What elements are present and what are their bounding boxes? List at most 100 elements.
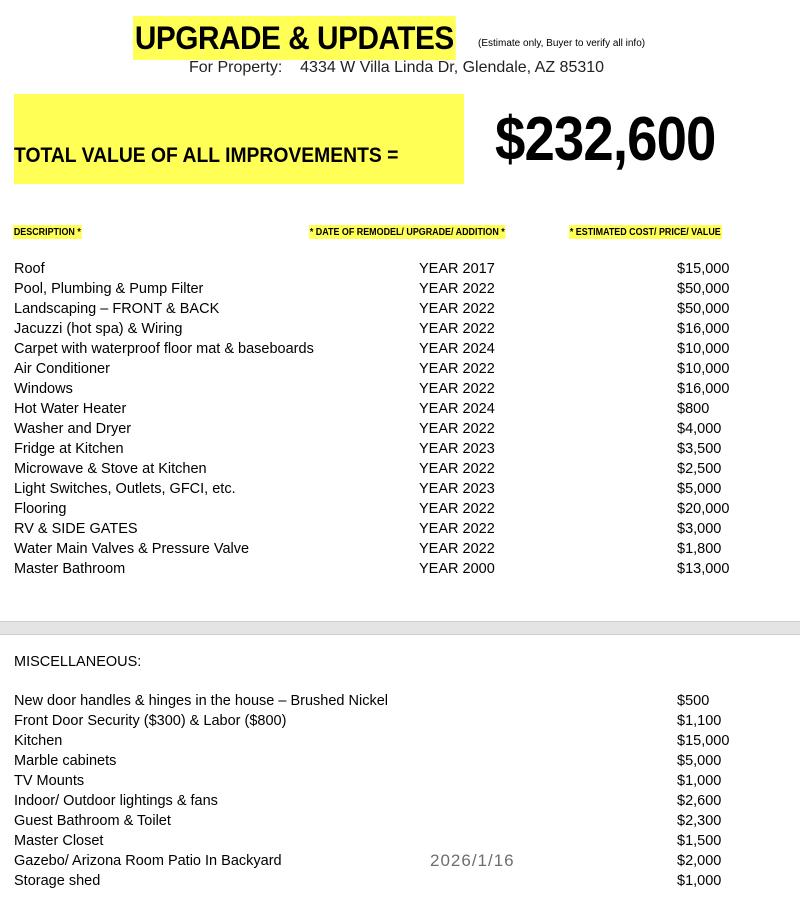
item-description: Hot Water Heater xyxy=(14,401,127,417)
total-highlight xyxy=(14,94,464,184)
total-label: TOTAL VALUE OF ALL IMPROVEMENTS = xyxy=(14,144,399,167)
item-description: Marble cabinets xyxy=(14,753,117,769)
item-date: YEAR 2022 xyxy=(419,521,495,537)
item-date: YEAR 2022 xyxy=(419,421,495,437)
table-row: Light Switches, Outlets, GFCI, etc. YEAR … xyxy=(0,481,800,501)
item-date: YEAR 2024 xyxy=(419,341,495,357)
date-watermark: 2026/1/16 xyxy=(430,851,515,870)
item-description: Light Switches, Outlets, GFCI, etc. xyxy=(14,481,236,497)
item-cost: $2,000 xyxy=(677,853,722,869)
property-address: For Property: 4334 W Villa Linda Dr, Gle… xyxy=(189,59,605,76)
item-cost: $4,000 xyxy=(677,421,722,437)
item-cost: $5,000 xyxy=(677,753,722,769)
item-date: YEAR 2022 xyxy=(419,281,495,297)
table-row: Roof YEAR 2017 $15,000 xyxy=(0,261,800,281)
item-cost: $13,000 xyxy=(677,561,730,577)
misc-row: Storage shed $1,000 xyxy=(0,873,800,893)
item-cost: $800 xyxy=(677,401,710,417)
item-description: Landscaping – FRONT & BACK xyxy=(14,301,220,317)
item-description: Air Conditioner xyxy=(14,361,110,377)
column-header-description: DESCRIPTION * xyxy=(13,225,82,239)
misc-row: Front Door Security ($300) & Labor ($800… xyxy=(0,713,800,733)
misc-row: Kitchen $15,000 xyxy=(0,733,800,753)
table-row: Fridge at Kitchen YEAR 2023 $3,500 xyxy=(0,441,800,461)
item-description: Guest Bathroom & Toilet xyxy=(14,813,171,829)
table-row: Carpet with waterproof floor mat & baseb… xyxy=(0,341,800,361)
item-description: Kitchen xyxy=(14,733,63,749)
item-cost: $1,100 xyxy=(677,713,722,729)
item-description: Water Main Valves & Pressure Valve xyxy=(14,541,250,557)
item-cost: $2,300 xyxy=(677,813,722,829)
table-row: RV & SIDE GATES YEAR 2022 $3,000 xyxy=(0,521,800,541)
item-description: RV & SIDE GATES xyxy=(14,521,138,537)
estimate-note: (Estimate only, Buyer to verify all info… xyxy=(478,38,646,49)
misc-row: Marble cabinets $5,000 xyxy=(0,753,800,773)
item-cost: $20,000 xyxy=(677,501,730,517)
item-cost: $1,000 xyxy=(677,873,722,889)
item-description: Jacuzzi (hot spa) & Wiring xyxy=(14,321,183,337)
item-cost: $10,000 xyxy=(677,341,730,357)
misc-row: Indoor/ Outdoor lightings & fans $2,600 xyxy=(0,793,800,813)
item-description: TV Mounts xyxy=(14,773,85,789)
item-date: YEAR 2022 xyxy=(419,301,495,317)
item-cost: $2,600 xyxy=(677,793,722,809)
table-row: Landscaping – FRONT & BACK YEAR 2022 $50,0… xyxy=(0,301,800,321)
misc-row: New door handles & hinges in the house –… xyxy=(0,693,800,713)
item-description: Pool, Plumbing & Pump Filter xyxy=(14,281,204,297)
item-date: YEAR 2022 xyxy=(419,381,495,397)
item-description: Carpet with waterproof floor mat & baseb… xyxy=(14,341,314,357)
table-row: Hot Water Heater YEAR 2024 $800 xyxy=(0,401,800,421)
item-cost: $5,000 xyxy=(677,481,722,497)
item-description: Flooring xyxy=(14,501,67,517)
misc-row: Master Closet $1,500 xyxy=(0,833,800,853)
column-header-cost: * ESTIMATED COST/ PRICE/ VALUE xyxy=(569,225,722,239)
item-description: Fridge at Kitchen xyxy=(14,441,124,457)
table-row: Master Bathroom YEAR 2000 $13,000 xyxy=(0,561,800,581)
item-date: YEAR 2022 xyxy=(419,461,495,477)
item-date: YEAR 2022 xyxy=(419,361,495,377)
table-row: Air Conditioner YEAR 2022 $10,000 xyxy=(0,361,800,381)
item-cost: $1,500 xyxy=(677,833,722,849)
item-cost: $10,000 xyxy=(677,361,730,377)
item-description: Windows xyxy=(14,381,73,397)
item-cost: $3,000 xyxy=(677,521,722,537)
item-cost: $1,000 xyxy=(677,773,722,789)
item-cost: $15,000 xyxy=(677,733,730,749)
item-description: Microwave & Stove at Kitchen xyxy=(14,461,207,477)
item-cost: $50,000 xyxy=(677,281,730,297)
table-row: Microwave & Stove at Kitchen YEAR 2022 $2,… xyxy=(0,461,800,481)
item-date: YEAR 2022 xyxy=(419,321,495,337)
misc-heading: MISCELLANEOUS: xyxy=(14,654,142,670)
item-description: Indoor/ Outdoor lightings & fans xyxy=(14,793,218,809)
total-value: $232,600 xyxy=(495,105,716,174)
item-cost: $500 xyxy=(677,693,710,709)
document-title: UPGRADE & UPDATES xyxy=(133,16,456,60)
item-description: Storage shed xyxy=(14,873,101,889)
table-row: Water Main Valves & Pressure Valve YEAR 2… xyxy=(0,541,800,561)
page-separator xyxy=(0,621,800,635)
item-cost: $16,000 xyxy=(677,381,730,397)
item-cost: $16,000 xyxy=(677,321,730,337)
table-row: Windows YEAR 2022 $16,000 xyxy=(0,381,800,401)
item-description: Washer and Dryer xyxy=(14,421,132,437)
misc-row: Gazebo/ Arizona Room Patio In Backyard $2… xyxy=(0,853,800,873)
item-description: Gazebo/ Arizona Room Patio In Backyard xyxy=(14,853,282,869)
item-description: Front Door Security ($300) & Labor ($800… xyxy=(14,713,287,729)
item-date: YEAR 2024 xyxy=(419,401,495,417)
item-date: YEAR 2022 xyxy=(419,501,495,517)
item-cost: $15,000 xyxy=(677,261,730,277)
item-date: YEAR 2017 xyxy=(419,261,495,277)
table-row: Pool, Plumbing & Pump Filter YEAR 2022 $50… xyxy=(0,281,800,301)
column-header-date: * DATE OF REMODEL/ UPGRADE/ ADDITION * xyxy=(309,225,506,239)
item-description: Master Closet xyxy=(14,833,104,849)
item-description: Master Bathroom xyxy=(14,561,126,577)
item-cost: $3,500 xyxy=(677,441,722,457)
item-date: YEAR 2022 xyxy=(419,541,495,557)
item-description: Roof xyxy=(14,261,45,277)
item-cost: $2,500 xyxy=(677,461,722,477)
misc-row: TV Mounts $1,000 xyxy=(0,773,800,793)
item-date: YEAR 2023 xyxy=(419,481,495,497)
misc-row: Guest Bathroom & Toilet $2,300 xyxy=(0,813,800,833)
item-cost: $50,000 xyxy=(677,301,730,317)
table-row: Jacuzzi (hot spa) & Wiring YEAR 2022 $16,0… xyxy=(0,321,800,341)
